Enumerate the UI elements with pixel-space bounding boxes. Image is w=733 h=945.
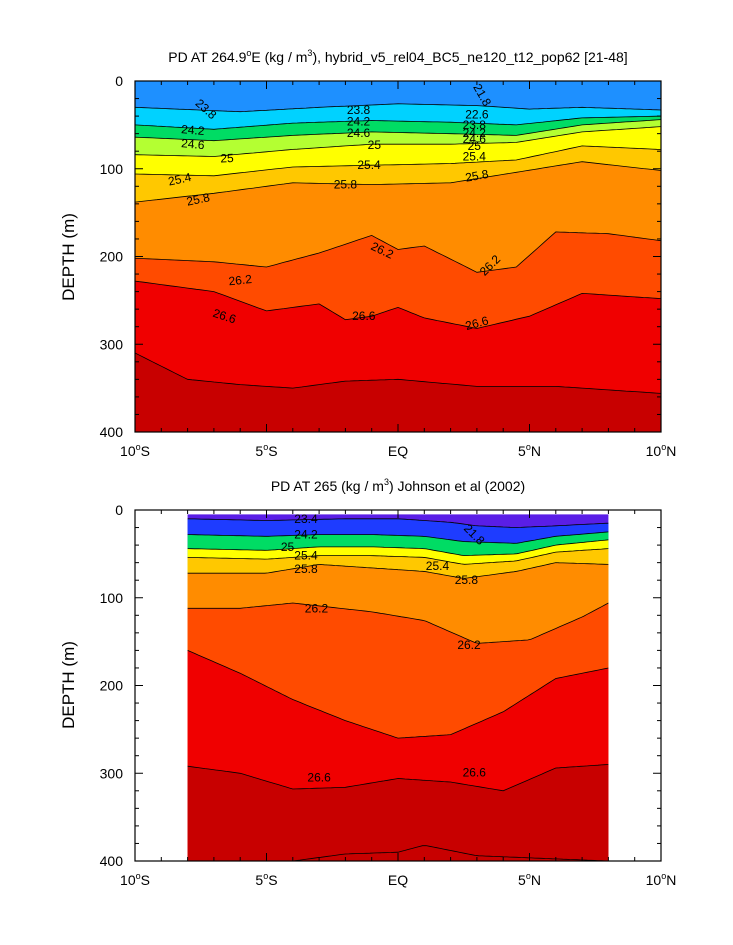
y-tick-label: 200 <box>100 249 124 265</box>
contour-labels: 23.424.22525.425.826.226.621.825.425.826… <box>281 512 488 785</box>
contour-line <box>134 231 662 273</box>
contour-label: 25.8 <box>294 562 318 576</box>
contour-line <box>187 531 609 544</box>
contour-label: 25 <box>368 138 382 152</box>
contour-line <box>187 764 609 792</box>
y-axis-label: DEPTH (m) <box>59 213 78 301</box>
y-axis-label: DEPTH (m) <box>59 641 78 729</box>
contour-label: 26.6 <box>307 771 331 785</box>
x-tick-label: EQ <box>388 443 408 459</box>
contour-label: 25.4 <box>357 158 381 172</box>
chart-panel-observations: PD AT 265 (kg / m3) Johnson et al (2002)… <box>59 477 676 888</box>
contour-label: 25.8 <box>455 573 479 587</box>
contour-label: 24.6 <box>347 126 371 140</box>
y-tick-label: 200 <box>100 678 124 694</box>
contour-line <box>134 145 662 177</box>
x-tick-label: 5oN <box>518 871 541 888</box>
contour-line <box>187 602 609 644</box>
contour-label: 26.2 <box>457 638 481 652</box>
x-tick-label: 5oN <box>518 442 541 459</box>
contour-label: 26.2 <box>228 272 253 288</box>
contour-label: 26.6 <box>464 313 490 333</box>
contour-fills <box>187 514 609 861</box>
contour-label: 23.4 <box>294 512 318 526</box>
x-tick-label: 5oS <box>255 442 277 459</box>
chart-panel-model: PD AT 264.9oE (kg / m3), hybrid_v5_rel04… <box>59 48 676 459</box>
contour-line <box>187 562 609 579</box>
contour-fills <box>135 81 661 433</box>
contour-line <box>187 548 609 565</box>
contour-label: 23.8 <box>347 103 371 117</box>
contour-band <box>135 353 661 432</box>
contour-label: 25 <box>220 151 234 165</box>
contour-line <box>187 518 609 528</box>
contour-label: 22.6 <box>465 107 489 121</box>
contour-label: 26.6 <box>352 309 376 323</box>
contour-lines <box>134 103 662 394</box>
contour-label: 24.6 <box>181 136 206 152</box>
contour-label: 25 <box>468 139 482 153</box>
y-tick-label: 300 <box>100 765 124 781</box>
y-tick-label: 100 <box>100 161 124 177</box>
x-tick-label: 10oS <box>120 442 150 459</box>
contour-line <box>134 126 662 157</box>
contour-line <box>134 103 662 113</box>
contour-label: 24.2 <box>294 528 318 542</box>
contour-line <box>187 650 609 739</box>
contour-band <box>187 764 609 861</box>
contour-label: 25.4 <box>294 549 318 563</box>
contour-labels: 23.824.224.62525.425.826.226.623.824.224… <box>167 81 504 333</box>
x-tick-label: 10oN <box>646 871 677 888</box>
contour-label: 24.6 <box>463 132 487 146</box>
y-tick-label: 0 <box>115 502 123 518</box>
contour-label: 25.4 <box>167 170 193 189</box>
x-tick-label: EQ <box>388 872 408 888</box>
contour-label: 26.6 <box>463 765 487 779</box>
y-tick-label: 0 <box>115 73 123 89</box>
contour-line <box>134 119 662 142</box>
contour-label: 25.8 <box>334 178 358 192</box>
x-tick-label: 10oN <box>646 442 677 459</box>
contour-line <box>134 352 662 394</box>
chart-title: PD AT 265 (kg / m3) Johnson et al (2002) <box>271 477 525 494</box>
axes: 10oS 5oS EQ 5oN 10oN 0 100 200 300 400 <box>100 73 677 459</box>
contour-label: 25 <box>281 540 295 554</box>
contour-line <box>134 161 662 203</box>
contour-label: 25.4 <box>426 559 450 573</box>
y-tick-label: 400 <box>100 853 124 869</box>
y-tick-label: 100 <box>100 590 124 606</box>
x-tick-label: 10oS <box>120 871 150 888</box>
x-tick-label: 5oS <box>255 871 277 888</box>
contour-line <box>134 280 662 329</box>
contour-label: 25.8 <box>464 167 490 185</box>
contour-label: 25.8 <box>185 190 211 209</box>
contour-label: 24.2 <box>463 126 487 140</box>
axes: 10oS 5oS EQ 5oN 10oN 0 100 200 300 400 <box>100 502 677 888</box>
y-tick-label: 400 <box>100 424 124 440</box>
contour-label: 23.8 <box>463 118 487 132</box>
contour-label: 24.2 <box>347 114 371 128</box>
y-tick-label: 300 <box>100 336 124 352</box>
contour-lines <box>187 518 609 862</box>
contour-label: 25.4 <box>463 149 487 163</box>
contour-line <box>187 539 609 557</box>
contour-label: 24.2 <box>181 122 206 138</box>
chart-title: PD AT 264.9oE (kg / m3), hybrid_v5_rel04… <box>168 48 627 65</box>
contour-label: 26.6 <box>211 306 238 327</box>
contour-line <box>134 115 662 130</box>
contour-label: 26.2 <box>305 601 329 615</box>
